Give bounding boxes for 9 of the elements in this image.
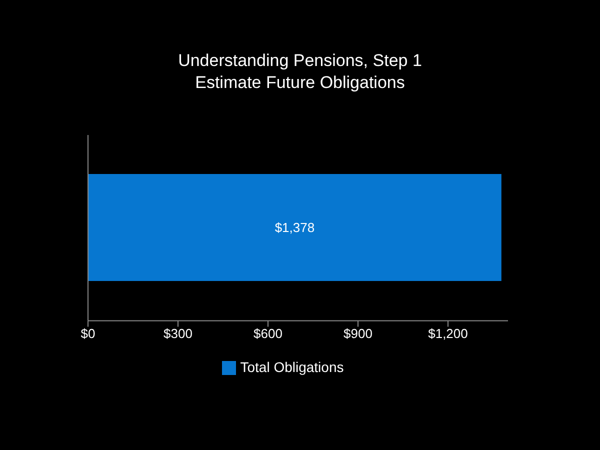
chart-subtitle: Estimate Future Obligations (194, 72, 406, 94)
legend-label: Total Obligations (240, 358, 344, 375)
x-tick-label: $900 (344, 326, 372, 341)
x-tick-label: $1,200 (428, 326, 468, 341)
x-tick-label: $600 (254, 326, 282, 341)
x-tick-label: $0 (80, 326, 96, 341)
chart-title: Understanding Pensions, Step 1 (177, 50, 423, 72)
x-tick-label: $300 (164, 326, 192, 341)
data-label: $1,378 (274, 220, 315, 236)
